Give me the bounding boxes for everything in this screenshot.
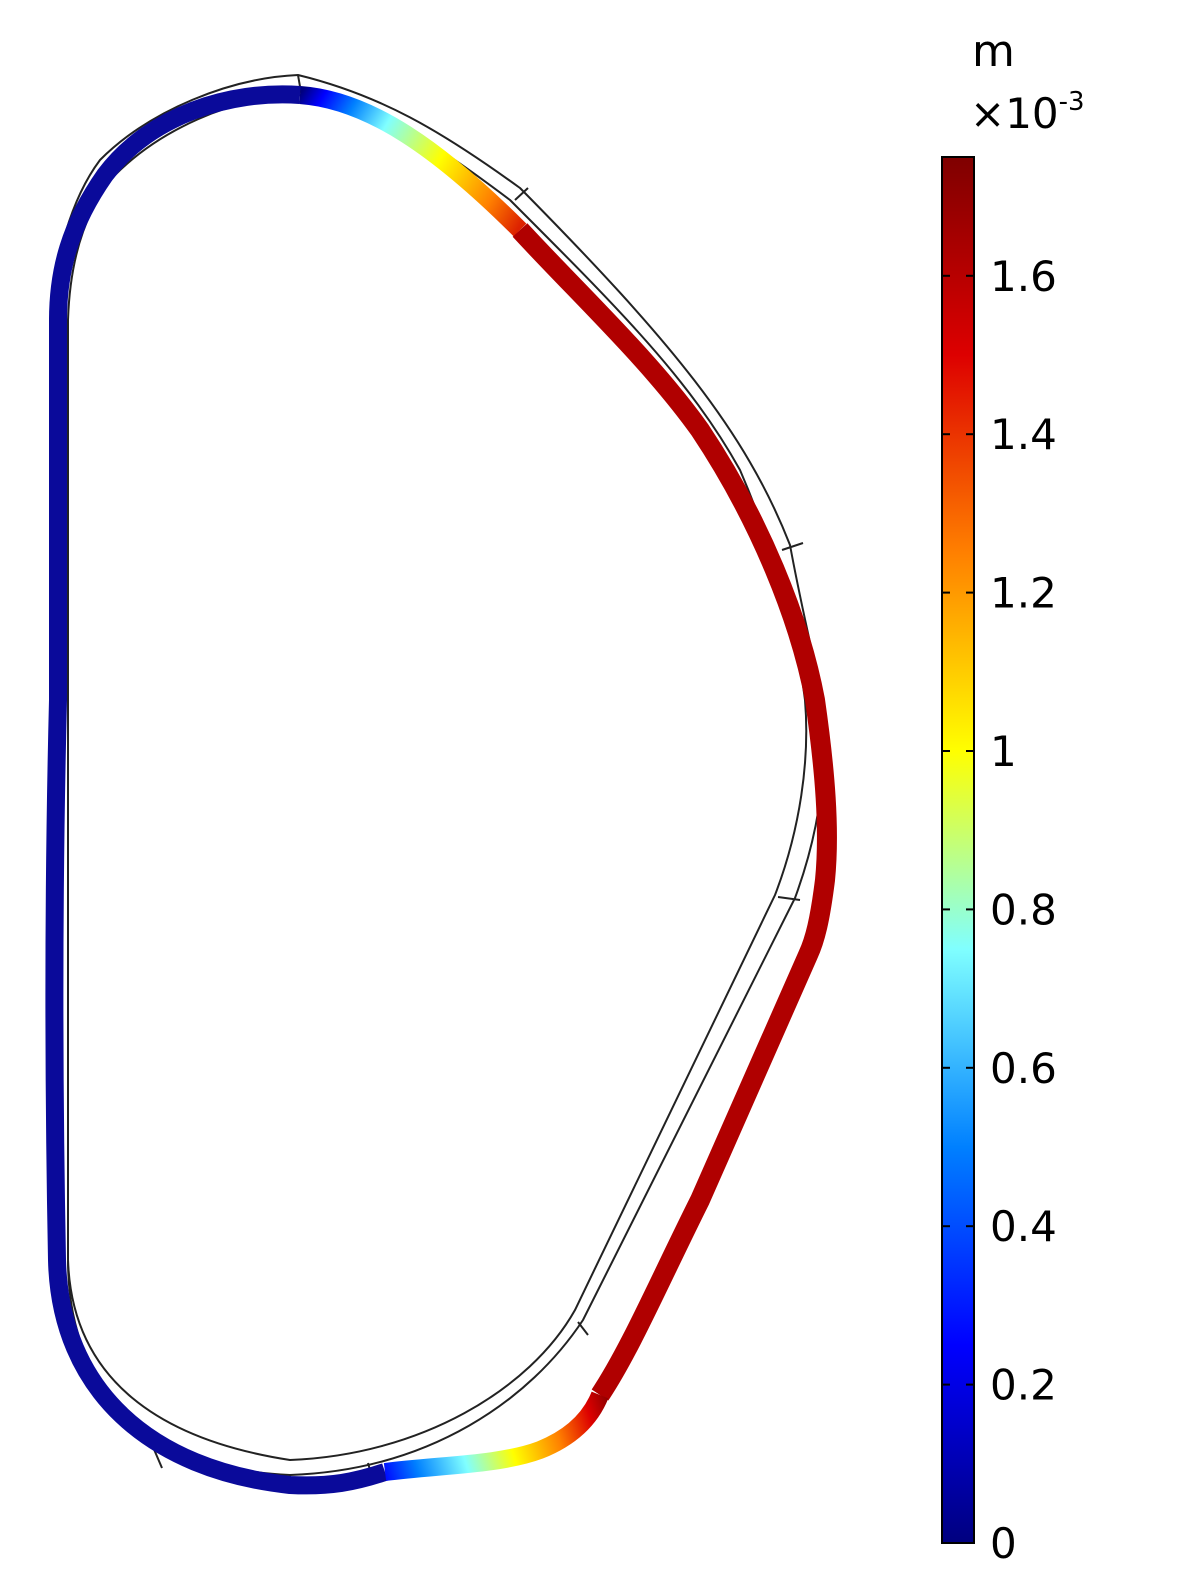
segment-divider — [514, 187, 529, 201]
colorbar-tick-label: 1.2 — [990, 569, 1057, 618]
colorbar-multiplier-exponent: -3 — [1059, 87, 1085, 117]
colorbar-tick-label: 0.6 — [990, 1044, 1057, 1093]
colorbar-tick-label: 0.4 — [990, 1202, 1057, 1251]
undeformed-inner-edge — [67, 93, 808, 1462]
undeformed-outline — [49, 73, 825, 1485]
shell-inboard-wall — [45, 85, 388, 1495]
colorbar-tick-label: 0.8 — [990, 885, 1057, 934]
colorbar-unit-label: m — [972, 26, 1015, 77]
colorbar-tick-label: 0 — [990, 1519, 1017, 1568]
segment-divider — [781, 542, 804, 551]
colorbar-ticks: 0 0.2 0.4 0.6 0.8 1 1.2 1.4 1.6 — [942, 252, 1057, 1568]
colorbar-multiplier: ×10-3 — [970, 87, 1085, 138]
colorbar-multiplier-base: ×10 — [970, 89, 1059, 138]
shell-bottom-transition — [383, 1391, 609, 1481]
shell-outboard-wall — [512, 223, 837, 1401]
colorbar: m ×10-3 0 0.2 0.4 0.6 0.8 1 1.2 1.4 1.6 — [941, 26, 1085, 1568]
shell-top-transition — [299, 86, 527, 237]
segment-divider — [577, 1321, 589, 1336]
colorbar-tick-label: 1.6 — [990, 252, 1057, 301]
undeformed-outer-edge — [49, 73, 825, 1477]
colorbar-tick-label: 0.2 — [990, 1361, 1057, 1410]
colorbar-tick-label: 1.4 — [990, 410, 1057, 459]
deformed-shell — [45, 85, 837, 1495]
colorbar-bar — [941, 156, 975, 1544]
segment-divider — [777, 896, 801, 901]
colorbar-tick-label: 1 — [990, 727, 1017, 776]
